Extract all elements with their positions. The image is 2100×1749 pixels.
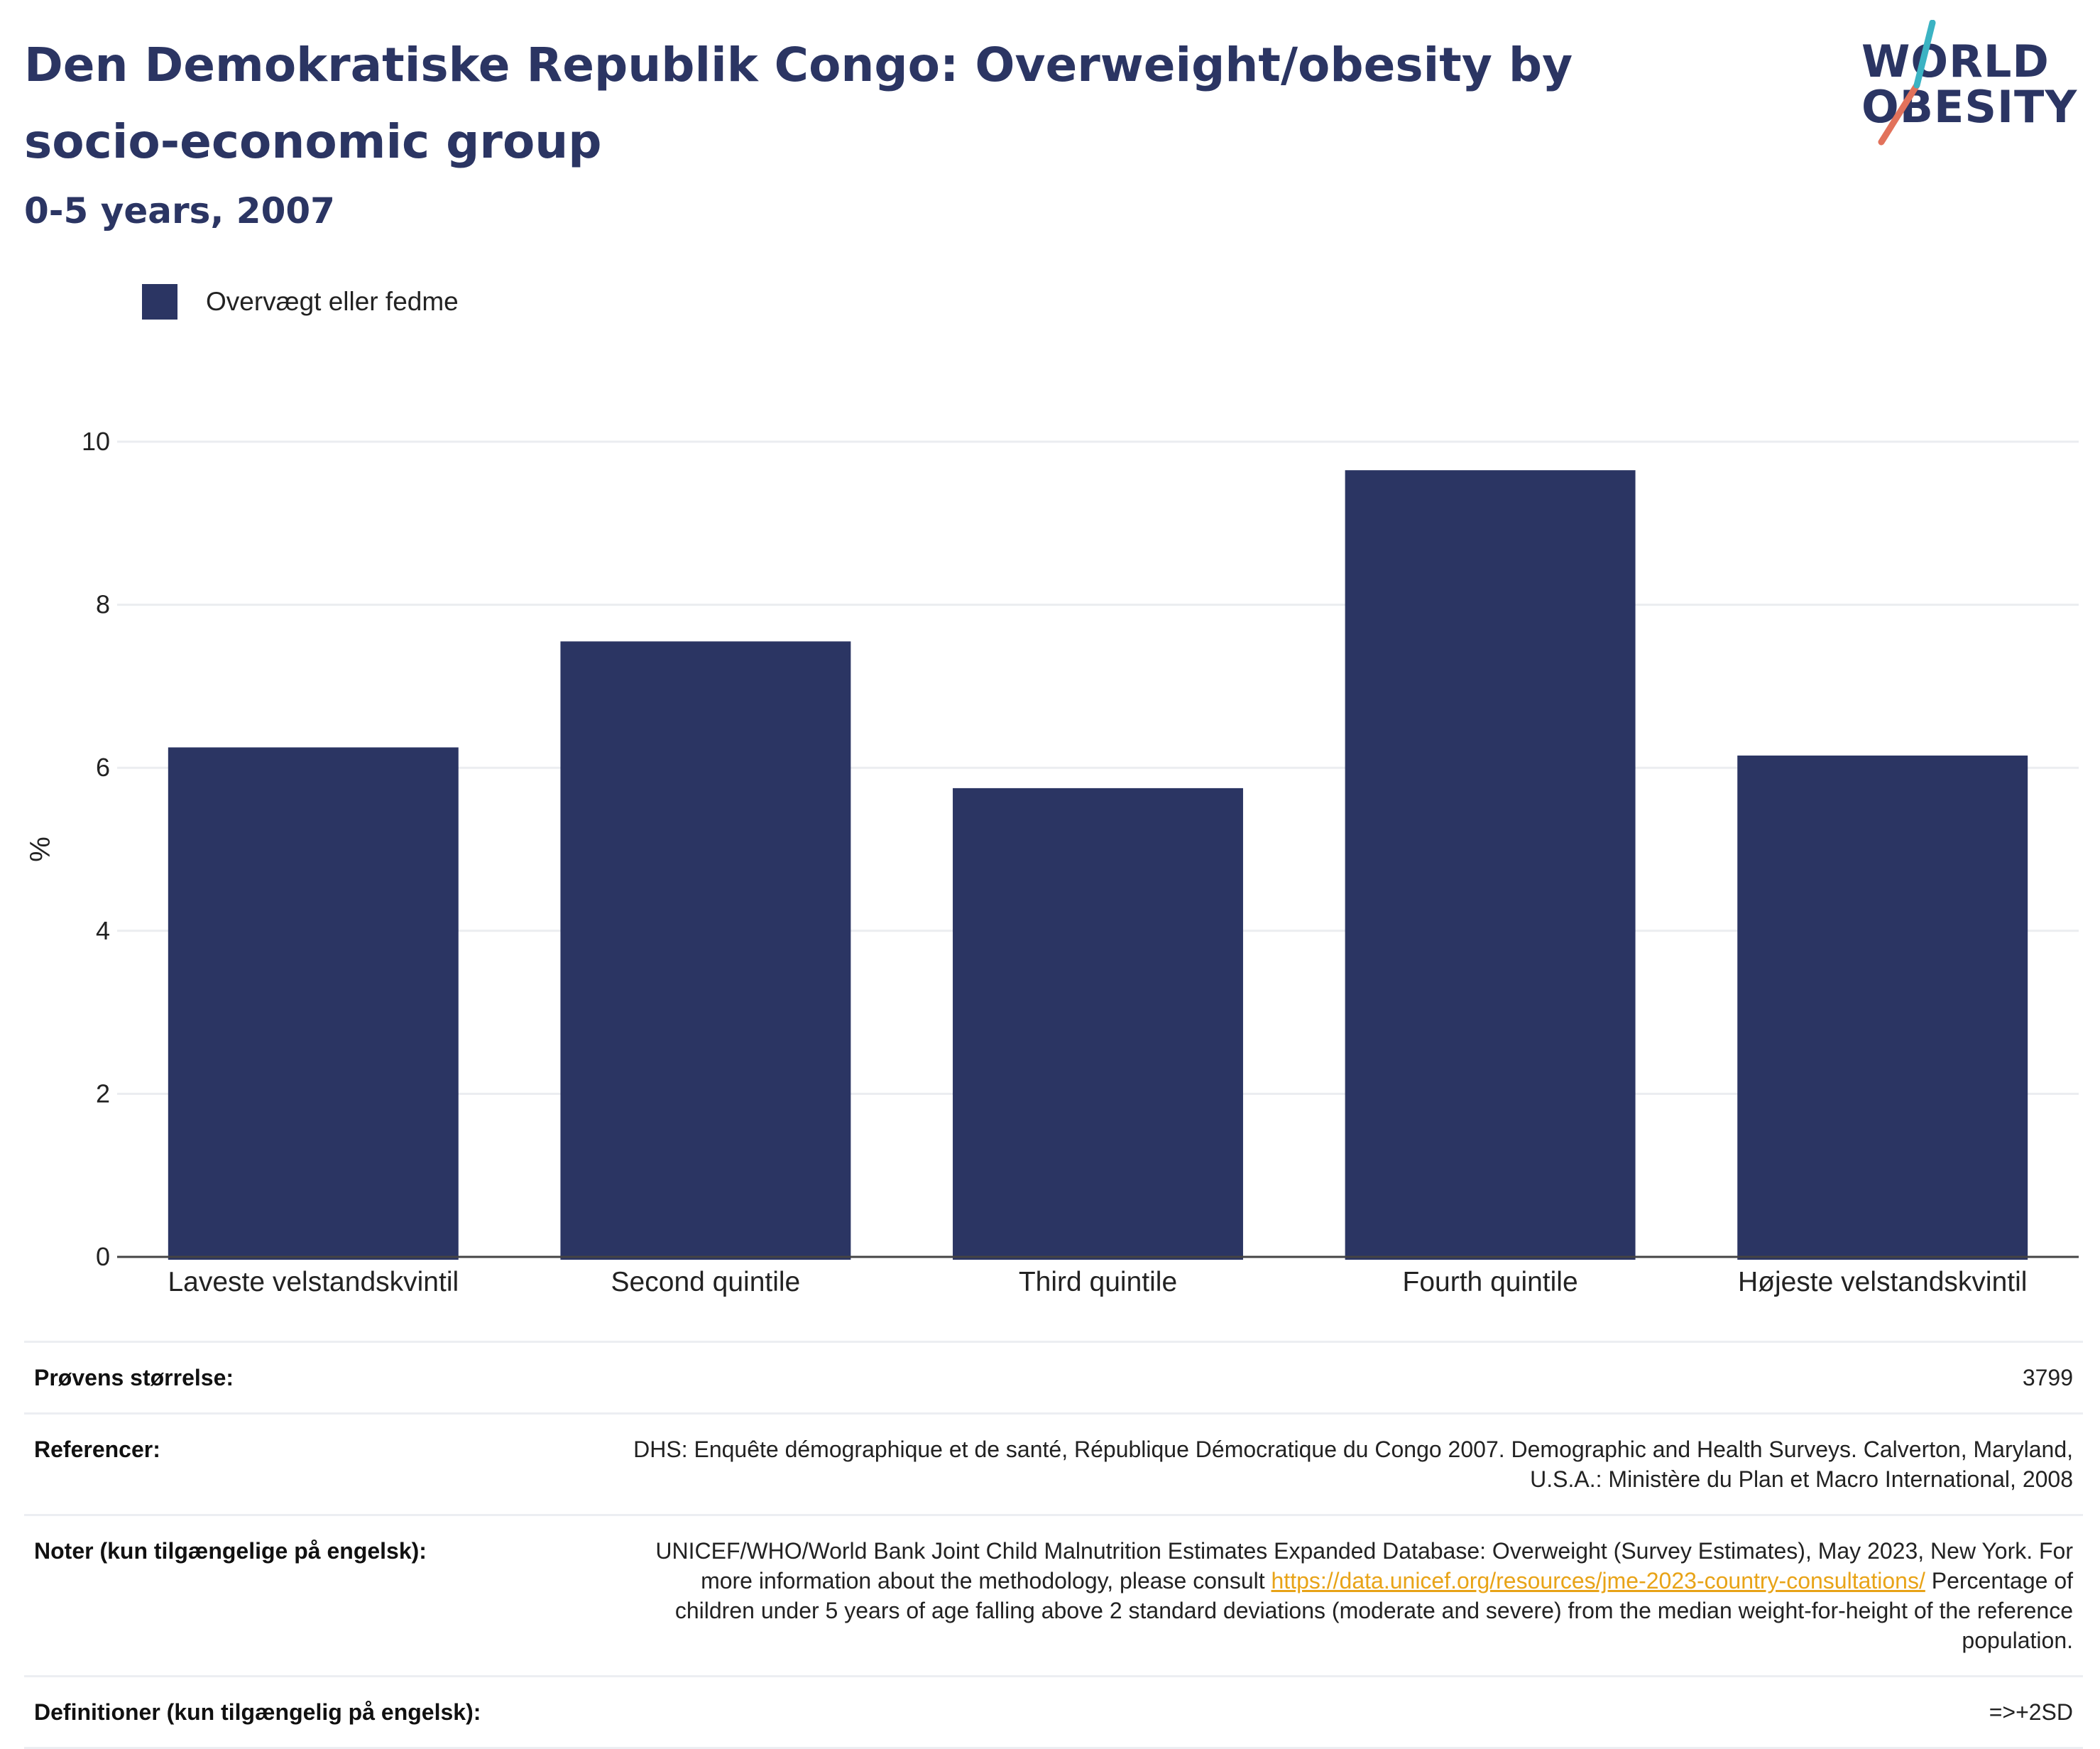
y-axis-label: %: [25, 837, 56, 862]
legend-swatch: [142, 284, 177, 320]
bar: [1345, 470, 1636, 1260]
info-row-notes: Noter (kun tilgængelige på engelsk): UNI…: [24, 1514, 2083, 1675]
sample-size-value: 3799: [2022, 1365, 2073, 1390]
definitions-value: =>+2SD: [1989, 1699, 2073, 1725]
x-tick-label: Third quintile: [1019, 1267, 1177, 1297]
y-tick-label: 0: [96, 1242, 110, 1271]
chart-subtitle: 0-5 years, 2007: [24, 190, 335, 231]
chart-legend: Overvægt eller fedme: [142, 284, 459, 320]
y-tick-label: 8: [96, 590, 110, 619]
info-row-definitions: Definitioner (kun tilgængelig på engelsk…: [24, 1675, 2083, 1749]
sample-size-label: Prøvens størrelse:: [34, 1365, 234, 1390]
bar: [953, 788, 1243, 1260]
chart-title: Den Demokratiske Republik Congo: Overwei…: [24, 38, 1573, 169]
notes-text: UNICEF/WHO/World Bank Joint Child Malnut…: [655, 1538, 2073, 1593]
references-value: DHS: Enquête démographique et de santé, …: [633, 1437, 2073, 1492]
logo-slash-icon: [1878, 20, 1936, 146]
bar: [560, 641, 851, 1260]
bar-chart: 0 2 4 6 8 10% Laveste velstandskvintil Second q…: [25, 427, 2079, 1297]
legend-label: Overvægt eller fedme: [206, 287, 459, 316]
x-tick-label: Laveste velstandskvintil: [168, 1267, 459, 1297]
y-tick-label: 2: [96, 1079, 110, 1108]
info-table: Prøvens størrelse: 3799 Referencer: DHS:…: [24, 1341, 2083, 1749]
world-obesity-logo: WORLD OBESITY: [1846, 20, 2080, 148]
references-label: Referencer:: [34, 1437, 160, 1462]
notes-value: UNICEF/WHO/World Bank Joint Child Malnut…: [618, 1536, 2073, 1655]
info-row-references: Referencer: DHS: Enquête démographique e…: [24, 1412, 2083, 1514]
y-tick-label: 4: [96, 916, 110, 945]
notes-label: Noter (kun tilgængelige på engelsk):: [34, 1538, 427, 1564]
x-tick-label: Højeste velstandskvintil: [1738, 1267, 2027, 1297]
x-tick-label: Second quintile: [611, 1267, 801, 1297]
y-tick-label: 10: [82, 427, 110, 456]
info-row-sample-size: Prøvens størrelse: 3799: [24, 1341, 2083, 1412]
definitions-label: Definitioner (kun tilgængelig på engelsk…: [34, 1699, 481, 1725]
bar: [1737, 755, 2028, 1260]
bar: [168, 747, 459, 1260]
notes-text-continued: Percentage of children under 5 years of …: [674, 1568, 2073, 1653]
logo-line-1: WORLD: [1861, 36, 2050, 87]
y-tick-label: 6: [96, 753, 110, 782]
methodology-link[interactable]: https://data.unicef.org/resources/jme-20…: [1271, 1568, 1925, 1593]
x-tick-label: Fourth quintile: [1403, 1267, 1578, 1297]
